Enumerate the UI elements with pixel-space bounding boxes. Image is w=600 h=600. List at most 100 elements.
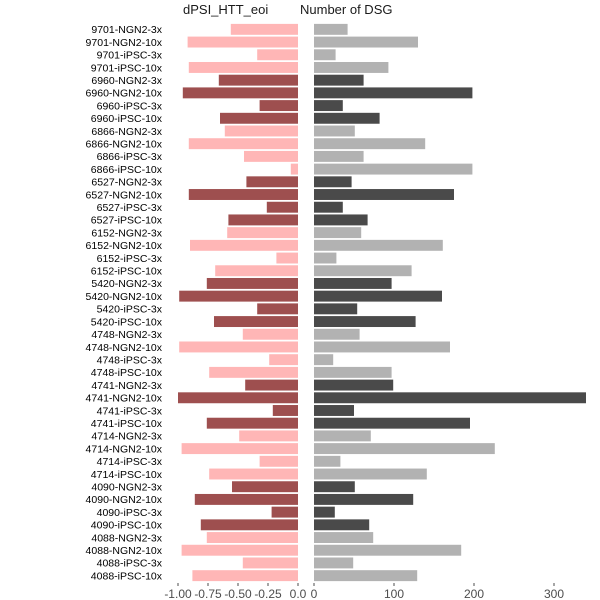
row-label: 4090-NGN2-3x <box>91 482 162 494</box>
left-bar <box>244 150 298 162</box>
left-bar <box>215 265 298 277</box>
row-label: 4090-NGN2-10x <box>86 494 163 506</box>
row-label: 4748-iPSC-3x <box>97 354 163 366</box>
x-tick-label: -0.25 <box>254 587 282 600</box>
right-bar <box>314 265 412 277</box>
right-bar <box>314 138 426 150</box>
left-panel-x-axis: -1.00 -0.75 -0.50 -0.25 0.0 <box>164 583 307 600</box>
right-bar <box>314 227 362 239</box>
left-bar <box>232 481 298 493</box>
row-label: 5420-NGN2-10x <box>86 291 163 303</box>
right-bar <box>314 354 334 366</box>
right-bar <box>314 150 364 162</box>
row-label: 9701-NGN2-3x <box>91 24 162 36</box>
row-label: 5420-iPSC-3x <box>97 304 163 316</box>
row-label: 5420-NGN2-3x <box>91 278 162 290</box>
left-bar <box>181 443 298 455</box>
left-bar <box>269 354 298 366</box>
right-bar <box>314 443 495 455</box>
right-bar <box>314 201 343 213</box>
left-bar <box>224 125 298 137</box>
right-bar <box>314 100 343 112</box>
row-label: 9701-iPSC-3x <box>97 50 163 62</box>
row-label: 4088-iPSC-10x <box>91 570 163 582</box>
left-bar <box>192 570 298 582</box>
left-bar <box>194 493 298 505</box>
right-bar <box>314 379 394 391</box>
row-label: 6866-iPSC-3x <box>97 151 163 163</box>
row-label: 6960-NGN2-3x <box>91 75 162 87</box>
right-bar <box>314 189 454 200</box>
row-label: 6866-iPSC-10x <box>91 164 163 176</box>
left-bar <box>259 455 298 467</box>
left-bar <box>220 112 298 124</box>
x-tick-label: 0.0 <box>290 587 307 600</box>
row-label: 6527-NGN2-3x <box>91 177 162 189</box>
row-label: 4741-NGN2-3x <box>91 380 162 392</box>
right-bar <box>314 532 374 543</box>
row-label: 6527-iPSC-3x <box>97 202 163 214</box>
left-bar <box>242 328 298 340</box>
left-bar <box>179 341 298 353</box>
right-bar <box>314 366 392 378</box>
left-bar <box>206 532 298 543</box>
left-bar <box>188 62 298 73</box>
left-bar <box>272 405 298 416</box>
right-panel-bars <box>314 23 586 582</box>
right-bar <box>314 341 450 353</box>
x-tick-label: 200 <box>464 587 484 600</box>
right-panel-title: Number of DSG <box>300 2 392 17</box>
left-bar <box>188 189 298 200</box>
right-bar <box>314 544 462 556</box>
right-bar <box>314 214 368 226</box>
x-tick-label: -1.00 <box>164 587 192 600</box>
left-bar <box>181 544 298 556</box>
x-tick-label: 300 <box>544 587 564 600</box>
row-label: 4714-iPSC-10x <box>91 469 163 481</box>
right-bar <box>314 493 414 505</box>
row-label: 4714-NGN2-3x <box>91 431 162 443</box>
right-bar <box>314 252 337 264</box>
left-bar <box>188 138 298 150</box>
right-bar <box>314 49 336 61</box>
row-label: 6866-NGN2-3x <box>91 126 162 138</box>
row-label: 6960-iPSC-3x <box>97 100 163 112</box>
left-bar <box>230 23 298 35</box>
left-bar <box>246 176 298 188</box>
left-bar <box>190 239 298 251</box>
right-bar <box>314 506 335 518</box>
right-bar <box>314 417 470 429</box>
right-bar <box>314 87 473 99</box>
row-label: 6527-iPSC-10x <box>91 215 163 227</box>
right-bar <box>314 112 380 124</box>
row-label: 4741-NGN2-10x <box>86 393 163 405</box>
x-tick-label: 0 <box>311 587 318 600</box>
right-bar <box>314 36 418 48</box>
left-panel-bars <box>178 23 298 582</box>
left-bar <box>218 74 298 86</box>
right-bar <box>314 23 348 35</box>
right-bar <box>314 316 416 328</box>
row-label: 5420-iPSC-10x <box>91 316 163 328</box>
right-bar <box>314 163 473 175</box>
x-tick-label: -0.50 <box>224 587 252 600</box>
left-bar <box>271 506 298 518</box>
row-label: 4748-iPSC-10x <box>91 367 163 379</box>
right-bar <box>314 392 586 404</box>
left-bar <box>187 36 298 48</box>
row-label: 4088-NGN2-10x <box>86 545 163 557</box>
right-bar <box>314 125 355 137</box>
left-bar <box>228 214 298 226</box>
right-bar <box>314 481 355 493</box>
x-tick-label: -0.75 <box>194 587 222 600</box>
right-bar <box>314 176 352 188</box>
right-bar <box>314 239 443 251</box>
left-bar <box>290 163 298 175</box>
row-label: 4714-NGN2-10x <box>86 443 163 455</box>
row-label: 4714-iPSC-3x <box>97 456 163 468</box>
row-label: 9701-NGN2-10x <box>86 37 163 49</box>
right-bar <box>314 290 442 302</box>
row-label: 6960-NGN2-10x <box>86 88 163 100</box>
right-bar <box>314 328 360 340</box>
